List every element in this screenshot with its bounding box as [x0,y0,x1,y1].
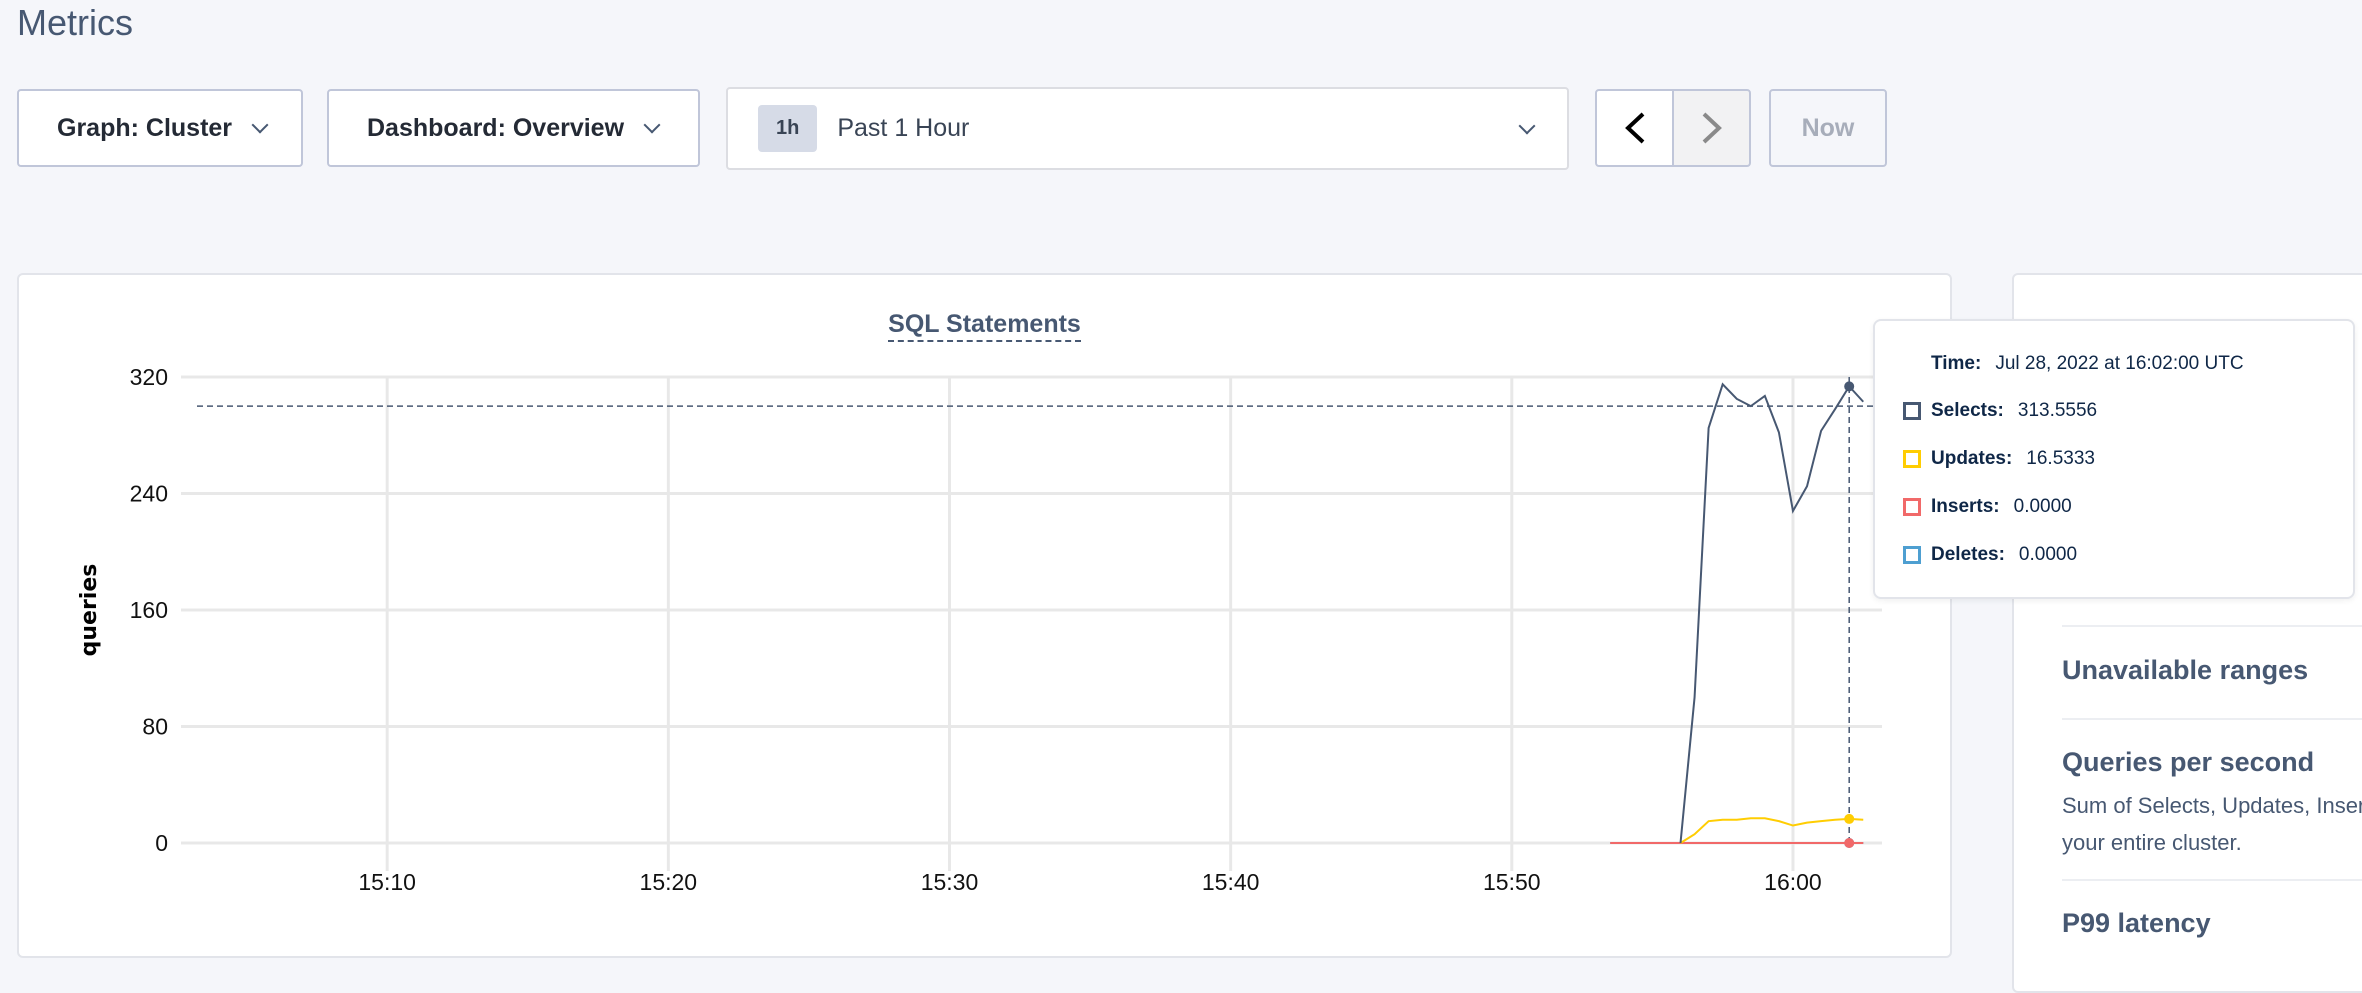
hover-point-updates [1844,813,1855,824]
now-button[interactable]: Now [1769,89,1887,167]
x-tick-label: 15:20 [640,869,698,895]
x-tick-label: 15:50 [1483,869,1541,895]
y-tick-label: 80 [142,714,168,740]
chevron-right-icon [1702,112,1722,144]
tooltip-row-value: 16.5333 [2026,448,2095,469]
x-tick-label: 15:10 [358,869,416,895]
hover-point-inserts [1844,838,1855,848]
tooltip-row-value: 313.5556 [2017,400,2098,421]
x-tick-label: 15:30 [921,869,979,895]
series-line-selects [1679,382,1864,844]
chart-title: SQL Statements [17,310,1952,342]
y-tick-label: 240 [130,481,168,507]
graph-select-label: Graph: Cluster [57,113,233,142]
tooltip-time-value: Jul 28, 2022 at 16:02:00 UTC [1995,353,2244,374]
y-tick-label: 320 [130,364,168,390]
y-tick-label: 0 [155,830,168,856]
tooltip-row-selects: Selects: 313.5556 [1903,400,2097,422]
panel-item-description: Sum of Selects, Updates, Inser your enti… [2062,787,2362,861]
time-range-select[interactable]: 1h Past 1 Hour [726,87,1569,170]
page-title: Metrics [17,2,133,43]
series-line-updates [1679,817,1864,844]
hover-point-selects [1844,381,1855,392]
x-tick-label: 15:40 [1202,869,1260,895]
tooltip-row-label: Updates: [1931,448,2013,469]
chart-tooltip: Time: Jul 28, 2022 at 16:02:00 UTC Selec… [1873,319,2355,599]
tooltip-time: Time: Jul 28, 2022 at 16:02:00 UTC [1931,353,2244,375]
divider [2062,625,2362,627]
tooltip-row-updates: Updates: 16.5333 [1903,448,2095,470]
tooltip-row-value: 0.0000 [2018,544,2078,565]
graph-select[interactable]: Graph: Cluster [17,89,303,167]
tooltip-row-value: 0.0000 [2013,496,2072,517]
panel-item-title: P99 latency [2062,908,2211,938]
y-tick-label: 160 [130,597,168,623]
tooltip-row-label: Selects: [1931,400,2004,421]
next-time-button[interactable] [1672,89,1751,167]
description-line: Sum of Selects, Updates, Inser [2062,793,2362,818]
selects-swatch-icon [1903,402,1921,420]
panel-item-title: Unavailable ranges [2062,655,2309,685]
dashboard-select-label: Dashboard: Overview [367,113,625,142]
chevron-left-icon [1624,112,1644,144]
sql-statements-chart: 0 80 160 240 320 15:10 15:20 15:30 15:40 15:50 16:… [77,364,1882,895]
x-tick-label: 16:00 [1764,869,1822,895]
now-button-label: Now [1801,113,1855,142]
time-range-badge: 1h [758,105,818,152]
updates-swatch-icon [1903,450,1921,468]
deletes-swatch-icon [1903,546,1921,564]
tooltip-row-label: Deletes: [1931,544,2005,565]
tooltip-time-label: Time: [1931,353,1982,374]
panel-item-title: Queries per second [2062,747,2315,777]
previous-time-button[interactable] [1595,89,1674,167]
divider [2062,718,2362,720]
tooltip-row-deletes: Deletes: 0.0000 [1903,544,2077,566]
chart-title-text[interactable]: SQL Statements [888,310,1081,342]
tooltip-row-label: Inserts: [1931,496,2000,517]
y-axis-label: queries [77,564,102,657]
time-range-label: Past 1 Hour [837,114,970,142]
description-line: your entire cluster. [2062,830,2242,855]
inserts-swatch-icon [1903,498,1921,516]
divider [2062,879,2362,881]
tooltip-row-inserts: Inserts: 0.0000 [1903,496,2072,518]
dashboard-select[interactable]: Dashboard: Overview [327,89,700,167]
